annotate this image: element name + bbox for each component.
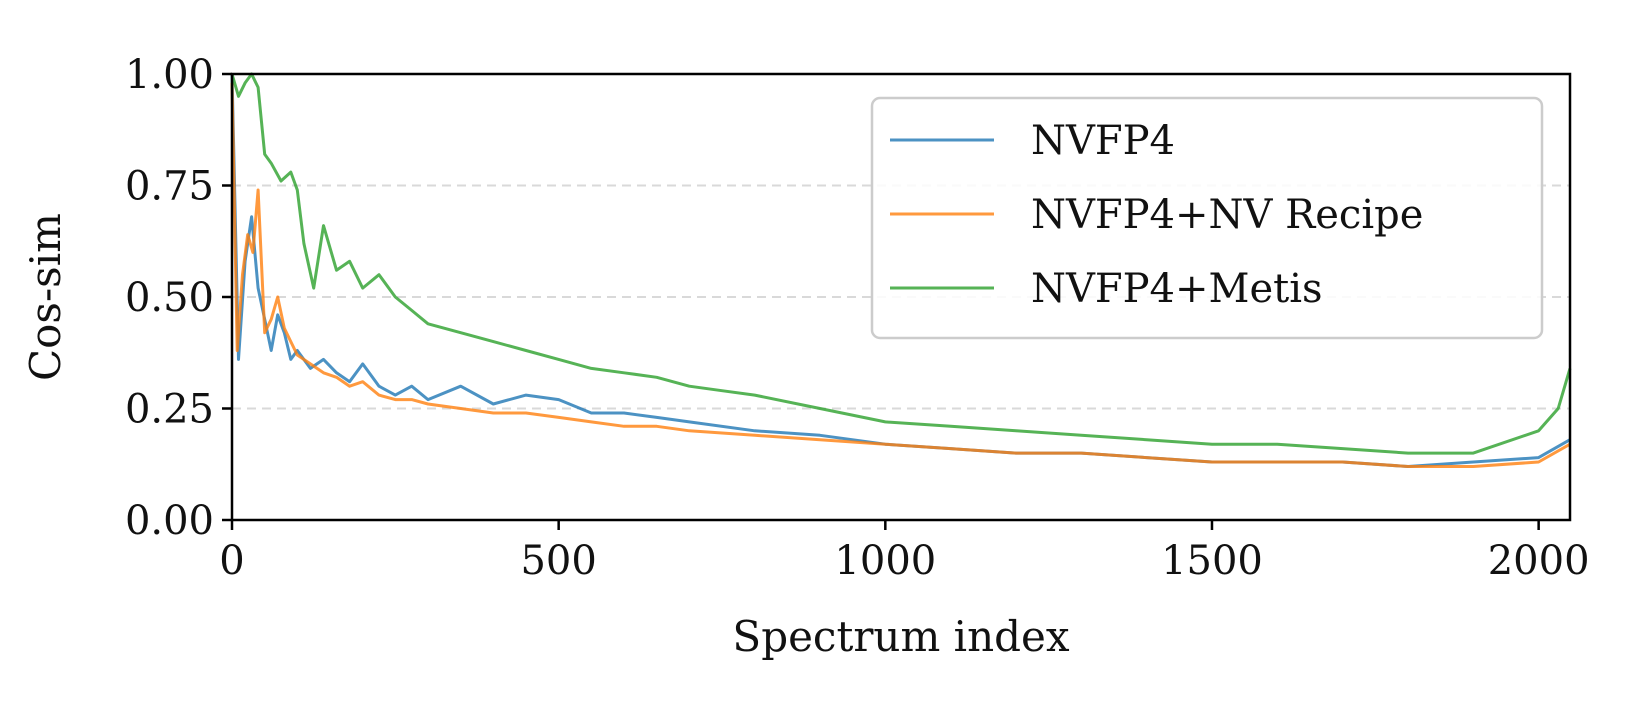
x-tick-label: 1000	[834, 538, 936, 584]
series-line-2	[230, 72, 1572, 455]
legend: NVFP4 NVFP4+NV Recipe NVFP4+Metis	[870, 96, 1544, 340]
y-axis: 0.00 0.25 0.50 0.75 1.00	[125, 52, 232, 544]
legend-label-nvfp4-metis: NVFP4+Metis	[1031, 266, 1323, 312]
series-lines	[230, 72, 1572, 468]
y-tick-label: 0.75	[125, 164, 214, 210]
y-axis-label: Cos-sim	[21, 213, 70, 381]
y-tick-label: 1.00	[125, 52, 214, 98]
legend-label-nvfp4: NVFP4	[1031, 118, 1175, 164]
y-tick-label: 0.00	[125, 498, 214, 544]
series-line-1	[230, 82, 1571, 468]
y-tick-label: 0.25	[125, 387, 214, 433]
legend-box	[870, 96, 1544, 340]
x-tick-label: 1500	[1161, 538, 1263, 584]
x-tick-label: 2000	[1488, 538, 1590, 584]
x-tick-label: 0	[219, 538, 244, 584]
legend-label-nvfp4-nv-recipe: NVFP4+NV Recipe	[1031, 192, 1423, 238]
x-tick-label: 500	[520, 538, 596, 584]
y-tick-label: 0.50	[125, 275, 214, 321]
x-axis: 0 500 1000 1500 2000	[219, 520, 1590, 584]
x-axis-label: Spectrum index	[732, 612, 1069, 661]
